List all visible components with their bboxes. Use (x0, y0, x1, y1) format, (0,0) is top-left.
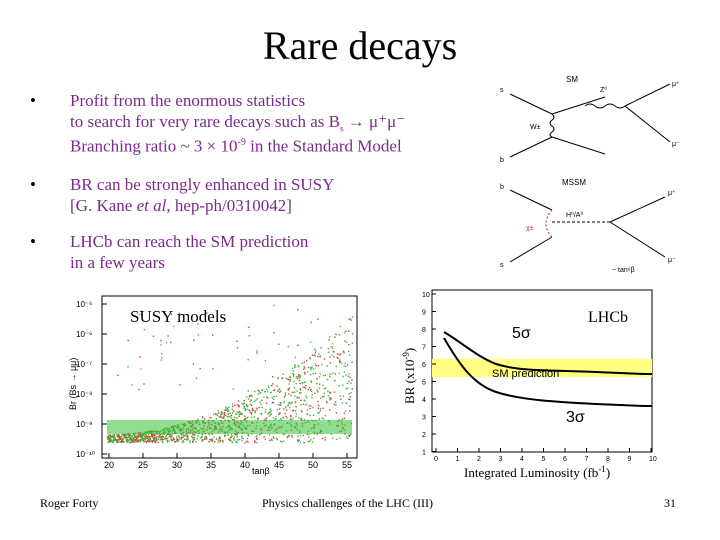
quark-s-label-2: s (500, 262, 504, 269)
feynman-diagrams: SM s b W± Z⁰ μ⁺ μ⁻ MSSM b s H⁰/A⁰ χ± μ⁺ … (500, 75, 680, 274)
lhcb-x-tick-label: 5 (542, 456, 546, 463)
lhcb-x-tick-label: 8 (606, 456, 610, 463)
bullet-1-line-3: Branching ratio ~ 3 × 10-9 in the Standa… (70, 132, 500, 157)
lhcb-x-tick-label: 6 (563, 456, 567, 463)
susy-y-tick-label: 10⁻⁸ (76, 390, 93, 399)
lhcb-x-tick-label: 1 (456, 456, 460, 463)
susy-x-axis-label: tanβ (252, 466, 270, 476)
bullet-1-line-1: Profit from the enormous statistics (70, 91, 306, 110)
lhcb-y-tick-label: 2 (422, 432, 426, 439)
susy-scatter-plot: 10⁻⁵ 10⁻⁶ 10⁻⁷ 10⁻⁸ 10⁻⁹ 10⁻¹⁰ 20 25 30 35 40 45 50… (68, 295, 358, 476)
footer-page-number: 31 (664, 496, 676, 510)
bullet-1-line-2-text: to search for very rare decays such as B (70, 112, 340, 131)
susy-y-ticks: 10⁻⁵ 10⁻⁶ 10⁻⁷ 10⁻⁸ 10⁻⁹ 10⁻¹⁰ (76, 300, 107, 459)
five-sigma-curve (443, 331, 653, 375)
bullet-dot: • (30, 232, 36, 251)
susy-y-tick-label: 10⁻⁵ (76, 300, 92, 309)
lhcb-y-ticks: 10 9 8 7 6 5 4 3 2 1 (422, 292, 436, 457)
branching-ratio-text: Branching ratio ~ 3 × 10 (70, 136, 238, 156)
bs-subscript: s (340, 123, 344, 134)
lhcb-y-tick-label: 1 (422, 450, 426, 457)
lhcb-y-tick-label: 9 (422, 310, 426, 317)
susy-y-tick-label: 10⁻⁶ (76, 330, 92, 339)
sm-prediction-label: SM prediction (492, 368, 559, 380)
lhcb-x-tick-label: 0 (434, 456, 438, 463)
susy-x-ticks: 20 25 30 35 40 45 50 55 (104, 453, 352, 470)
susy-y-tick-label: 10⁻¹⁰ (76, 450, 95, 459)
mssm-diagram: MSSM b s H⁰/A⁰ χ± μ⁺ μ⁻ ~ tan⁶β (500, 178, 676, 274)
lhcb-x-tick-label: 3 (499, 456, 503, 463)
bullet-3-line-1: LHCb can reach the SM prediction (70, 232, 309, 251)
susy-y-tick-label: 10⁻⁷ (76, 360, 92, 369)
bullet-3-line-2: in a few years (70, 253, 165, 272)
lhcb-y-tick-label: 8 (422, 327, 426, 334)
citation-italic: et al (136, 196, 167, 215)
lhcb-y-tick-label: 3 (422, 415, 426, 422)
five-sigma-label: 5σ (512, 325, 531, 342)
quark-b-label: b (500, 157, 504, 164)
susy-x-tick-label: 55 (342, 460, 352, 470)
quark-s-label: s (500, 87, 504, 94)
lhcb-y-tick-label: 7 (422, 345, 426, 352)
quark-b-label-2: b (500, 184, 504, 191)
susy-x-tick-label: 50 (308, 460, 318, 470)
exponent-sup: -9 (237, 137, 246, 148)
citation-post: , hep-ph/0310042] (166, 196, 292, 215)
muon-minus-label: μ⁻ (672, 141, 680, 148)
muon-plus-label-2: μ⁺ (668, 190, 676, 197)
susy-y-tick-label: 10⁻⁹ (76, 420, 93, 429)
bullet-dot: • (30, 175, 36, 194)
three-sigma-label: 3σ (566, 409, 585, 426)
lhcb-sensitivity-plot: 10 9 8 7 6 5 4 3 2 1 0 1 2 3 4 5 6 7 8 9 10 5σ LHCb SM pred… (401, 289, 657, 480)
bullet-1-line-2: to search for very rare decays such as B… (70, 111, 500, 139)
sm-text: in the Standard Model (250, 136, 402, 156)
lhcb-y-tick-label: 5 (422, 380, 426, 387)
susy-x-tick-label: 30 (172, 460, 182, 470)
mssm-label: MSSM (562, 178, 586, 187)
lhcb-y-tick-label: 10 (422, 292, 430, 299)
three-sigma-curve (443, 337, 653, 407)
lhcb-y-axis-label: BR (x10-9) (401, 348, 417, 404)
lhcb-x-tick-label: 4 (520, 456, 524, 463)
sm-label: SM (566, 75, 578, 84)
decay-arrow-text: → μ⁺μ⁻ (347, 112, 406, 131)
tanbeta-scaling-label: ~ tan⁶β (612, 267, 635, 274)
lhcb-y-tick-label: 4 (422, 397, 426, 404)
susy-x-tick-label: 35 (206, 460, 216, 470)
susy-x-tick-label: 40 (240, 460, 250, 470)
chargino-label: χ± (526, 225, 534, 232)
slide-title: Rare decays (262, 23, 458, 68)
footer-author: Roger Forty (40, 496, 99, 510)
citation-pre: [G. Kane (70, 196, 137, 215)
susy-x-tick-label: 45 (274, 460, 284, 470)
bullet-2-line-2: [G. Kane et al, hep-ph/0310042] (70, 195, 500, 216)
lhcb-label: LHCb (588, 309, 628, 326)
susy-x-tick-label: 20 (104, 460, 114, 470)
footer-talk-title: Physics challenges of the LHC (III) (262, 496, 433, 510)
w-boson-label: W± (530, 124, 541, 131)
lhcb-y-tick-label: 6 (422, 362, 426, 369)
muon-minus-label-2: μ⁻ (668, 257, 676, 264)
susy-models-label: SUSY models (130, 307, 226, 326)
bullet-dot: • (30, 91, 36, 110)
susy-points (107, 304, 354, 444)
susy-y-axis-label: Br (Bs → μμ) (68, 358, 78, 410)
muon-plus-label: μ⁺ (672, 81, 680, 88)
higgs-label: H⁰/A⁰ (566, 211, 583, 219)
bullet-2-line-1: BR can be strongly enhanced in SUSY (70, 175, 335, 194)
z-boson-label: Z⁰ (600, 86, 607, 94)
lhcb-x-tick-label: 7 (585, 456, 589, 463)
lhcb-x-tick-label: 9 (628, 456, 632, 463)
lhcb-x-tick-label: 10 (649, 456, 657, 463)
lhcb-x-ticks: 0 1 2 3 4 5 6 7 8 9 10 (434, 448, 657, 463)
sm-diagram: SM s b W± Z⁰ μ⁺ μ⁻ (500, 75, 680, 164)
lhcb-x-tick-label: 2 (477, 456, 481, 463)
lhcb-x-axis-label: Integrated Luminosity (fb-1) (464, 464, 610, 480)
susy-x-tick-label: 25 (138, 460, 148, 470)
